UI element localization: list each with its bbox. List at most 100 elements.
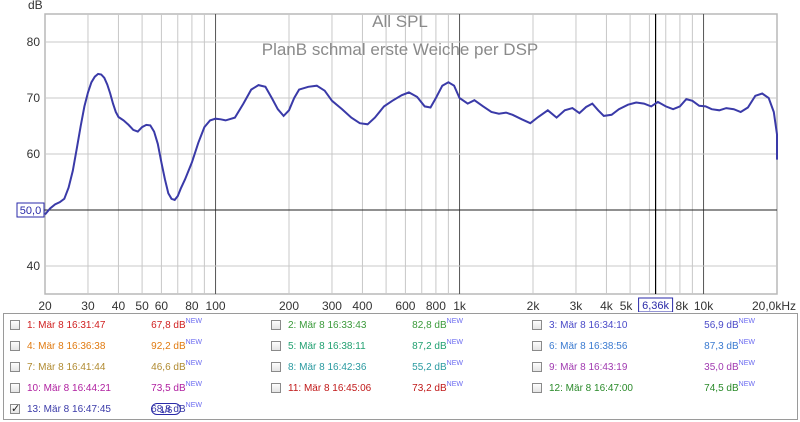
x-tick-label: 400 xyxy=(352,299,372,312)
legend-entry[interactable]: 10: Mär 8 16:44:21 73,5 dBNEW xyxy=(8,380,222,398)
x-tick-label: 8k xyxy=(676,299,690,312)
legend-new-badge: NEW xyxy=(185,381,202,388)
legend-checkbox[interactable] xyxy=(271,383,281,393)
legend-label: 6: Mär 8 16:38:56 xyxy=(549,341,628,352)
legend-new-badge: NEW xyxy=(738,360,755,367)
legend-value: 68,8 dBNEW xyxy=(132,401,202,419)
legend-entry[interactable]: 1: Mär 8 16:31:47 67,8 dBNEW xyxy=(8,317,222,335)
legend-new-badge: NEW xyxy=(738,318,755,325)
y-tick-label: 60 xyxy=(27,147,41,161)
y-tick-label: 80 xyxy=(27,35,41,49)
x-tick-label: 800 xyxy=(426,299,446,312)
legend-entry[interactable]: 4: Mär 8 16:36:38 92,2 dBNEW xyxy=(8,338,222,356)
legend-label: 3: Mär 8 16:34:10 xyxy=(549,320,628,331)
spl-chart[interactable]: 20 30 40 50 60 80 100 200 300 400 600 800 1k 2k 3k 4k 5k… xyxy=(0,0,800,312)
legend-value-text: 87,3 dB xyxy=(704,341,739,352)
legend-value-text: 56,9 dB xyxy=(704,320,739,331)
x-tick-label: 600 xyxy=(395,299,415,312)
legend-new-badge: NEW xyxy=(185,360,202,367)
legend-label: 10: Mär 8 16:44:21 xyxy=(27,383,111,394)
x-tick-label: 2k xyxy=(527,299,541,312)
x-tick-label: 1k xyxy=(453,299,467,312)
x-tick-label: 20 xyxy=(38,299,52,312)
legend-entry[interactable]: 2: Mär 8 16:33:43 82,8 dBNEW xyxy=(269,317,483,335)
legend-entry[interactable]: 13: Mär 8 16:47:45 1/668,8 dBNEW xyxy=(8,400,222,419)
legend-value: 46,6 dBNEW xyxy=(132,359,202,377)
legend-entry[interactable]: 11: Mär 8 16:45:06 73,2 dBNEW xyxy=(269,380,483,398)
x-axis-ticks: 20 30 40 50 60 80 100 200 300 400 600 800 1k 2k 3k 4k 5k… xyxy=(38,299,796,312)
legend-checkbox[interactable] xyxy=(271,362,281,372)
legend-value-text: 46,6 dB xyxy=(151,362,186,373)
legend-entry[interactable]: 12: Mär 8 16:47:00 74,5 dBNEW xyxy=(530,380,775,398)
reference-level-label: 50,0 xyxy=(20,205,41,217)
legend-label: 13: Mär 8 16:47:45 xyxy=(27,404,111,415)
legend-entry[interactable]: 3: Mär 8 16:34:10 56,9 dBNEW xyxy=(530,317,775,335)
legend-label: 4: Mär 8 16:36:38 xyxy=(27,341,106,352)
x-tick-label: 100 xyxy=(206,299,226,312)
cursor-frequency-box[interactable] xyxy=(638,297,674,312)
legend-entry[interactable]: 9: Mär 8 16:43:19 35,0 dBNEW xyxy=(530,359,775,377)
reference-level-box[interactable] xyxy=(16,202,45,218)
x-tick-label: 300 xyxy=(322,299,342,312)
legend-value: 73,2 dBNEW xyxy=(393,380,463,398)
legend-value: 67,8 dBNEW xyxy=(132,317,202,335)
legend-new-badge: NEW xyxy=(446,360,463,367)
cursor-frequency-label: 6,36k xyxy=(642,300,669,312)
legend-new-badge: NEW xyxy=(738,339,755,346)
legend-value: 82,8 dBNEW xyxy=(393,317,463,335)
chart-subtitle: PlanB schmal erste Weiche per DSP xyxy=(262,40,539,59)
smoothing-badge[interactable]: 1/6 xyxy=(151,403,181,415)
legend-new-badge: NEW xyxy=(185,318,202,325)
legend-value-text: 55,2 dB xyxy=(412,362,447,373)
legend-value-text: 73,5 dB xyxy=(151,383,186,394)
legend-new-badge: NEW xyxy=(446,318,463,325)
spl-series-line xyxy=(44,72,778,216)
legend-checkbox[interactable] xyxy=(10,362,20,372)
legend-entry[interactable]: 7: Mär 8 16:41:44 46,6 dBNEW xyxy=(8,359,222,377)
legend-checkbox[interactable] xyxy=(532,362,542,372)
y-axis-unit-label: dB xyxy=(28,0,43,12)
x-tick-label: 20,0kHz xyxy=(752,299,796,312)
legend-checkbox[interactable] xyxy=(10,320,20,330)
legend-label: 2: Mär 8 16:33:43 xyxy=(288,320,367,331)
legend-checkbox[interactable] xyxy=(532,383,542,393)
x-tick-label: 80 xyxy=(185,299,199,312)
x-tick-label: 3k xyxy=(570,299,584,312)
legend-checkbox[interactable] xyxy=(271,320,281,330)
legend-checkbox[interactable] xyxy=(10,400,20,418)
legend-label: 7: Mär 8 16:41:44 xyxy=(27,362,106,373)
legend-entry[interactable]: 6: Mär 8 16:38:56 87,3 dBNEW xyxy=(530,338,775,356)
legend-value-text: 74,5 dB xyxy=(704,383,739,394)
x-tick-label: 4k xyxy=(600,299,614,312)
legend-entry[interactable]: 5: Mär 8 16:38:11 87,2 dBNEW xyxy=(269,338,483,356)
legend-label: 8: Mär 8 16:42:36 xyxy=(288,362,367,373)
x-tick-label: 60 xyxy=(155,299,169,312)
legend-checkbox[interactable] xyxy=(271,341,281,351)
legend-checkbox[interactable] xyxy=(10,341,20,351)
y-tick-label: 70 xyxy=(27,91,41,105)
x-tick-label: 50 xyxy=(135,299,149,312)
legend-value-text: 87,2 dB xyxy=(412,341,447,352)
legend-entry[interactable]: 8: Mär 8 16:42:36 55,2 dBNEW xyxy=(269,359,483,377)
legend-new-badge: NEW xyxy=(446,339,463,346)
legend-value: 92,2 dBNEW xyxy=(132,338,202,356)
x-tick-label: 5k xyxy=(620,299,634,312)
legend-new-badge: NEW xyxy=(185,339,202,346)
legend-new-badge: NEW xyxy=(446,381,463,388)
legend-new-badge: NEW xyxy=(185,402,202,409)
grid-lines xyxy=(45,14,777,294)
legend-label: 9: Mär 8 16:43:19 xyxy=(549,362,628,373)
legend-label: 1: Mär 8 16:31:47 xyxy=(27,320,106,331)
legend-value-text: 67,8 dB xyxy=(151,320,186,331)
legend-checkbox[interactable] xyxy=(532,341,542,351)
legend-value-text: 73,2 dB xyxy=(412,383,447,394)
legend-checkbox[interactable] xyxy=(10,383,20,393)
x-tick-label: 40 xyxy=(112,299,126,312)
legend-value-text: 82,8 dB xyxy=(412,320,447,331)
legend-value-text: 68,8 dB xyxy=(151,404,186,415)
legend-value: 73,5 dBNEW xyxy=(132,380,202,398)
legend-value: 87,2 dBNEW xyxy=(393,338,463,356)
measurement-legend: 1: Mär 8 16:31:47 67,8 dBNEW 2: Mär 8 16:3… xyxy=(3,313,798,420)
legend-checkbox[interactable] xyxy=(532,320,542,330)
x-tick-label: 10k xyxy=(694,299,714,312)
